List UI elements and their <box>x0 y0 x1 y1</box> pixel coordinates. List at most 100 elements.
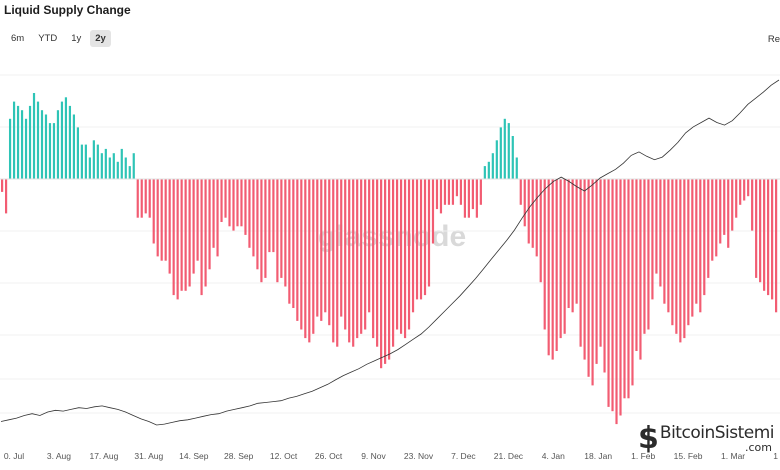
bar <box>679 179 682 343</box>
x-tick-label: 17. Aug <box>89 451 118 461</box>
bar <box>763 179 766 291</box>
bar <box>124 157 127 179</box>
bar <box>535 179 538 257</box>
bar <box>320 179 323 321</box>
bar <box>459 179 463 205</box>
range-button-ytd[interactable]: YTD <box>38 33 58 44</box>
x-tick-label: 1 <box>773 451 778 461</box>
bar <box>68 105 72 179</box>
bar <box>423 179 427 296</box>
bar <box>719 179 722 244</box>
bar <box>731 179 734 231</box>
reset-zoom-button[interactable]: Re <box>767 34 780 45</box>
bar <box>571 179 574 313</box>
bar <box>332 179 335 343</box>
bar <box>344 179 347 330</box>
bar <box>352 179 355 347</box>
bar <box>224 179 227 218</box>
bar <box>515 157 518 179</box>
range-button-6m[interactable]: 6m <box>11 33 25 44</box>
bar <box>615 179 618 425</box>
bar <box>104 148 107 179</box>
bar <box>272 179 275 253</box>
bar <box>20 110 24 179</box>
x-tick-label: 12. Oct <box>270 451 298 461</box>
bar <box>623 179 626 399</box>
bar <box>96 144 99 179</box>
bar <box>316 179 319 317</box>
bar <box>635 179 638 351</box>
bar <box>140 179 143 218</box>
bar <box>52 123 56 179</box>
x-axis: 0. Jul 3. Aug 17. Aug 31. Aug 14. Sep 28. Sep… <box>4 451 778 461</box>
bar <box>340 179 343 317</box>
bar <box>523 179 526 227</box>
bar <box>64 97 68 179</box>
bar <box>711 179 714 261</box>
bar <box>88 157 91 179</box>
bar <box>116 161 119 179</box>
bar <box>256 179 259 270</box>
bar <box>479 179 482 205</box>
bar <box>519 179 522 205</box>
bar <box>312 179 315 334</box>
bar <box>252 179 255 257</box>
bar <box>276 179 279 283</box>
bar <box>659 179 662 287</box>
bar <box>112 153 115 179</box>
x-tick-label: 14. Sep <box>179 451 209 461</box>
bar <box>80 144 83 179</box>
bar <box>419 179 423 300</box>
bar <box>128 166 131 179</box>
bar <box>184 179 187 291</box>
bar <box>559 179 562 339</box>
bar <box>388 179 391 360</box>
bar <box>264 179 267 278</box>
range-button-2y[interactable]: 2y <box>90 30 111 47</box>
bar <box>208 179 211 270</box>
bar <box>747 179 750 197</box>
bar <box>575 179 578 304</box>
bar <box>260 179 263 283</box>
bar <box>364 179 367 330</box>
bar <box>292 179 295 308</box>
bar <box>16 105 20 179</box>
range-button-1y[interactable]: 1y <box>71 33 82 44</box>
bar <box>288 179 291 304</box>
bar <box>372 179 375 339</box>
bar <box>180 179 183 291</box>
bar <box>72 114 76 179</box>
x-tick-label: 31. Aug <box>134 451 163 461</box>
bar <box>503 118 506 179</box>
bar <box>248 179 251 248</box>
bar <box>328 179 331 326</box>
bar <box>12 101 16 179</box>
bar <box>56 110 60 179</box>
bar <box>695 179 698 304</box>
bar <box>280 179 283 278</box>
bar <box>683 179 686 339</box>
bar <box>360 179 363 334</box>
bar <box>268 179 271 253</box>
bar <box>200 179 203 296</box>
x-tick-label: 9. Nov <box>361 451 386 461</box>
bar <box>447 179 451 205</box>
bar <box>384 179 387 364</box>
bar <box>511 136 514 179</box>
bar <box>136 179 139 218</box>
bar <box>739 179 742 205</box>
x-tick-label: 21. Dec <box>494 451 524 461</box>
bar <box>324 179 327 313</box>
bar <box>759 179 762 283</box>
bar <box>755 179 758 278</box>
bar <box>455 179 459 197</box>
bar <box>707 179 710 278</box>
bar <box>244 179 247 235</box>
bar <box>144 179 147 214</box>
bar <box>120 148 123 179</box>
bar <box>471 179 474 210</box>
bar <box>427 179 431 287</box>
bar <box>415 179 419 300</box>
bar <box>220 179 223 222</box>
range-selector: 6m YTD 1y 2y <box>6 30 111 47</box>
